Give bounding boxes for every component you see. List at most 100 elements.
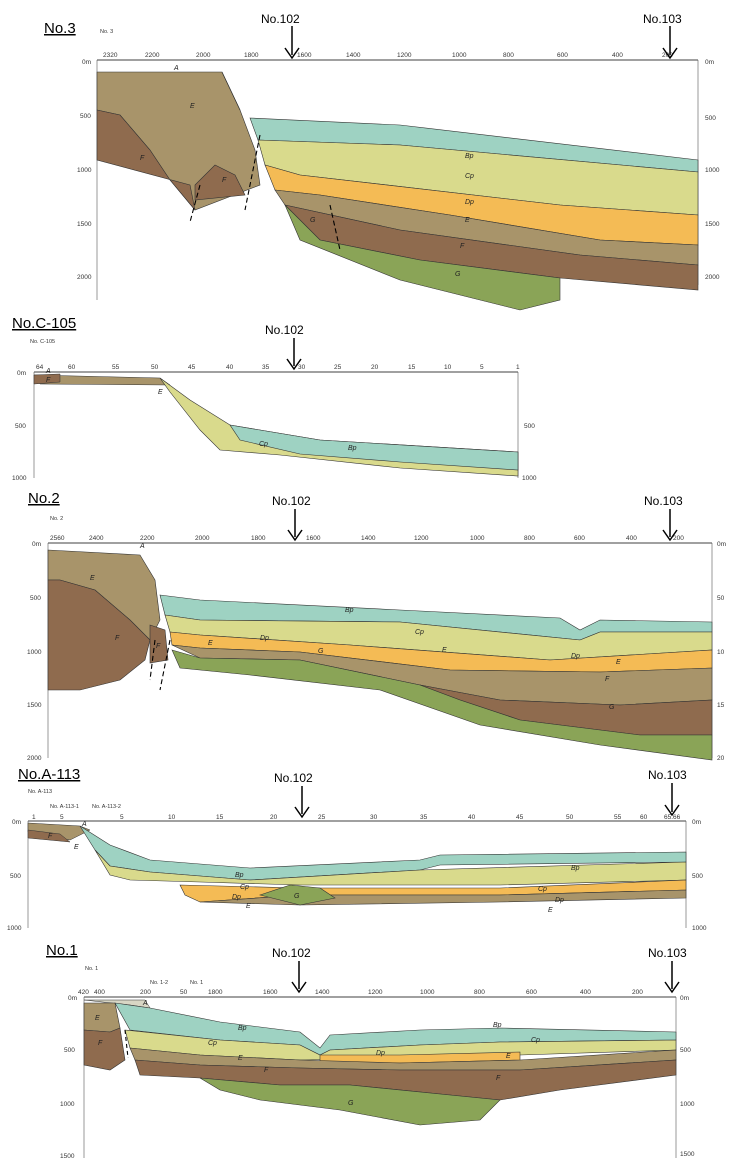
unit-label: G — [318, 648, 324, 655]
unit-label: A — [81, 821, 87, 828]
depth-tick: 0m — [680, 995, 689, 1002]
marker-label: No.103 — [648, 946, 687, 960]
unit-label: F — [496, 1075, 501, 1082]
section-small-label: No. C-105 — [30, 339, 55, 345]
depth-axis-left: 0m 500 1000 1500 — [60, 995, 77, 1160]
unit-label: Bp — [465, 153, 474, 160]
unit-label: Cp — [465, 173, 474, 180]
marker-no102: No.102 — [272, 946, 311, 994]
unit-labels: A F E Cp Bp — [45, 368, 357, 452]
unit-label: Bp — [345, 607, 354, 614]
unit-label: E — [442, 647, 447, 654]
unit-labels: A F E Bp Cp Dp E G Bp Cp Dp E — [48, 821, 580, 914]
marker-no103: No.103 — [648, 768, 687, 817]
depth-tick: 0m — [717, 541, 726, 548]
section-sub-label: No. A-113-2 — [92, 804, 121, 810]
distance-ticks: 2560 2400 2200 2000 1800 1600 1400 1200 … — [50, 535, 684, 542]
distance-tick: 2560 — [50, 535, 65, 542]
unit-label: A — [45, 368, 51, 375]
distance-tick: 10 — [168, 814, 176, 821]
depth-tick: 1000 — [77, 167, 92, 174]
distance-tick: 1200 — [368, 989, 383, 996]
unit-label: Cp — [240, 884, 249, 891]
marker-label: No.103 — [648, 768, 687, 782]
distance-tick: 1600 — [297, 52, 312, 59]
marker-label: No.103 — [643, 12, 682, 26]
unit-label: Cp — [259, 441, 268, 448]
distance-tick: 400 — [94, 989, 105, 996]
distance-ticks: 64 60 55 50 45 40 35 30 25 20 15 10 5 1 — [36, 364, 520, 371]
distance-tick: 2320 — [103, 52, 118, 59]
distance-tick: 800 — [503, 52, 514, 59]
depth-axis-left: 0m 500 1000 1500 2000 — [27, 541, 42, 762]
depth-tick: 0m — [17, 370, 26, 377]
distance-tick: 400 — [612, 52, 623, 59]
depth-tick: 1500 — [705, 221, 720, 228]
unit-label: E — [208, 640, 213, 647]
section-small-label: No. 2 — [50, 516, 63, 522]
marker-no102: No.102 — [261, 12, 300, 60]
distance-tick: 1 — [32, 814, 36, 821]
unit-label: F — [98, 1040, 103, 1047]
depth-tick: 500 — [692, 873, 703, 880]
distance-tick: 55 — [614, 814, 622, 821]
geologic-layers — [47, 549, 713, 761]
distance-tick: 25 — [334, 364, 342, 371]
depth-tick: 50 — [717, 595, 725, 602]
marker-no103: No.103 — [648, 946, 687, 994]
depth-tick: 15 — [717, 702, 725, 709]
depth-tick: 500 — [80, 113, 91, 120]
distance-tick: 1400 — [346, 52, 361, 59]
distance-tick: 2200 — [140, 535, 155, 542]
distance-tick: 5 — [60, 814, 64, 821]
marker-label: No.102 — [261, 12, 300, 26]
distance-tick: 50 — [566, 814, 574, 821]
distance-tick: 60 — [640, 814, 648, 821]
depth-axis-right: 0m 500 1000 — [692, 819, 707, 932]
unit-label: F — [140, 155, 145, 162]
unit-label: Dp — [376, 1050, 385, 1057]
distance-tick: 2400 — [89, 535, 104, 542]
unit-label: Bp — [348, 445, 357, 452]
section-no1: No.1 No. 1 No. 1-2 No. 1 420 400 200 50 … — [46, 942, 695, 1160]
distance-tick: 2000 — [195, 535, 210, 542]
distance-tick: 10 — [444, 364, 452, 371]
unit-label: G — [294, 893, 300, 900]
depth-tick: 1000 — [60, 1101, 75, 1108]
depth-tick: 1000 — [27, 649, 42, 656]
distance-tick: 600 — [526, 989, 537, 996]
distance-tick: 420 — [78, 989, 89, 996]
unit-label: Cp — [531, 1037, 540, 1044]
distance-tick: 1400 — [361, 535, 376, 542]
geologic-layers — [33, 373, 519, 477]
unit-label: Bp — [238, 1025, 247, 1032]
unit-label: F — [222, 177, 227, 184]
unit-label: F — [460, 243, 465, 250]
depth-tick: 20 — [717, 755, 725, 762]
distance-tick: 20 — [270, 814, 278, 821]
depth-axis-right: 500 1000 — [522, 423, 537, 482]
depth-tick: 1500 — [680, 1151, 695, 1158]
unit-label: E — [465, 217, 470, 224]
distance-tick: 1800 — [251, 535, 266, 542]
distance-tick: 1600 — [263, 989, 278, 996]
unit-label: E — [238, 1055, 243, 1062]
distance-tick: 1800 — [208, 989, 223, 996]
distance-tick: 25 — [318, 814, 326, 821]
unit-label: F — [605, 676, 610, 683]
marker-no103: No.103 — [644, 494, 683, 542]
distance-tick: 5 — [120, 814, 124, 821]
distance-tick: 600 — [574, 535, 585, 542]
section-small-label: No. 1 — [85, 966, 98, 972]
marker-no102: No.102 — [272, 494, 311, 542]
unit-label: E — [74, 844, 79, 851]
depth-tick: 500 — [705, 115, 716, 122]
distance-tick: 65.66 — [664, 814, 681, 821]
unit-label: Bp — [235, 872, 244, 879]
distance-ticks: 1 5 5 10 15 20 25 30 35 40 45 50 55 60 6… — [32, 814, 681, 821]
unit-label: F — [156, 643, 161, 650]
distance-tick: 400 — [580, 989, 591, 996]
unit-label: F — [115, 635, 120, 642]
distance-tick: 1600 — [306, 535, 321, 542]
depth-tick: 2000 — [77, 274, 92, 281]
